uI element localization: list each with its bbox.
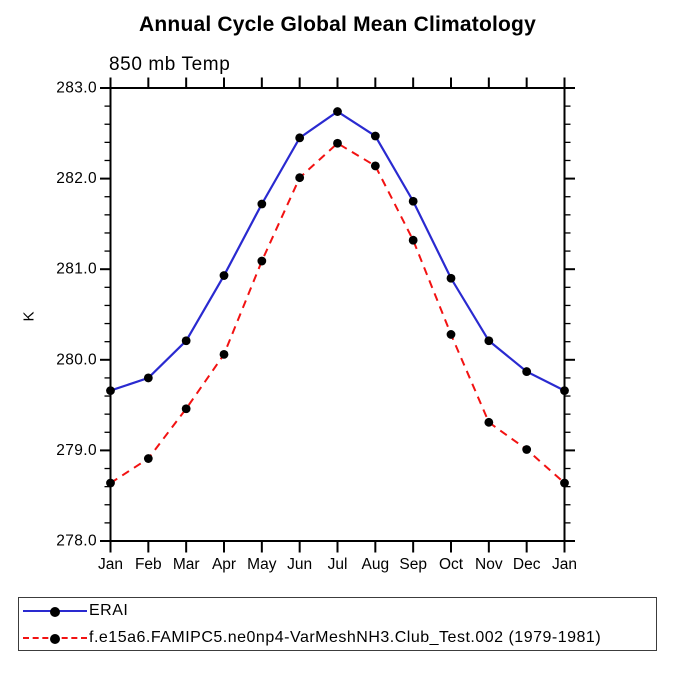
data-point [257, 199, 267, 209]
legend-entry-model-case: f.e15a6.FAMIPC5.ne0np4-VarMeshNH3.Club_T… [19, 625, 656, 652]
data-point [181, 404, 191, 414]
plot-frame [109, 87, 566, 542]
data-point [333, 138, 342, 148]
x-tick-label: Nov [475, 556, 503, 573]
data-point [143, 373, 153, 383]
x-tick-label: Sep [399, 556, 427, 573]
data-point [408, 235, 418, 245]
x-tick-label: Feb [135, 556, 162, 573]
chart-subtitle: 850 mb Temp [109, 54, 231, 75]
y-tick-label: 279.0 [56, 442, 97, 459]
data-point [446, 273, 456, 283]
x-tick-label: Dec [513, 556, 541, 573]
x-tick-label: Jun [287, 556, 312, 573]
data-point [106, 478, 115, 488]
data-point [484, 417, 494, 427]
legend-swatch-model-case [23, 625, 87, 652]
y-tick-label: 281.0 [56, 261, 97, 278]
legend-box: ERAI f.e15a6.FAMIPC5.ne0np4-VarMeshNH3.C… [18, 597, 657, 651]
data-point [560, 478, 569, 488]
chart-title: Annual Cycle Global Mean Climatology [139, 13, 536, 36]
x-tick-label: Oct [439, 556, 464, 573]
data-point [143, 454, 153, 463]
x-tick-label: Jul [328, 556, 348, 573]
data-point [560, 386, 569, 396]
x-tick-label: May [247, 556, 277, 573]
data-point [295, 133, 305, 143]
data-point [181, 336, 191, 346]
legend-swatch-erai [23, 598, 87, 625]
y-tick-label: 282.0 [56, 170, 97, 187]
x-tick-label: Aug [362, 556, 390, 573]
data-point [295, 173, 305, 183]
chart-plot-area: 278.0 279.0 280.0 281.0 282.0 283.0 Jan Feb Mar A… [56, 77, 577, 573]
legend-label-erai: ERAI [89, 602, 129, 619]
data-point [370, 161, 380, 171]
data-point [370, 131, 380, 141]
x-tick-label: Apr [212, 556, 236, 573]
x-tick-label: Jan [98, 556, 123, 573]
data-point [219, 271, 229, 280]
data-point [219, 349, 229, 359]
legend-entry-erai: ERAI [19, 598, 656, 625]
data-point [446, 330, 456, 339]
data-point [408, 196, 418, 206]
data-point [106, 386, 115, 396]
legend-marker-dot-icon [50, 606, 60, 617]
data-point [333, 107, 342, 116]
x-tick-label: Jan [552, 556, 577, 573]
data-point [522, 445, 532, 454]
series-line-erai [110, 110, 565, 392]
x-tick-label: Mar [173, 556, 200, 573]
y-tick-label: 283.0 [56, 80, 97, 97]
data-point [522, 367, 532, 376]
legend-marker-dot-icon [50, 633, 60, 644]
data-point [257, 256, 267, 266]
data-point [484, 336, 494, 346]
y-tick-label: 280.0 [56, 351, 97, 368]
series-line-model-case [109, 142, 566, 484]
legend-label-model-case: f.e15a6.FAMIPC5.ne0np4-VarMeshNH3.Club_T… [89, 629, 602, 646]
y-tick-label: 278.0 [56, 533, 97, 550]
